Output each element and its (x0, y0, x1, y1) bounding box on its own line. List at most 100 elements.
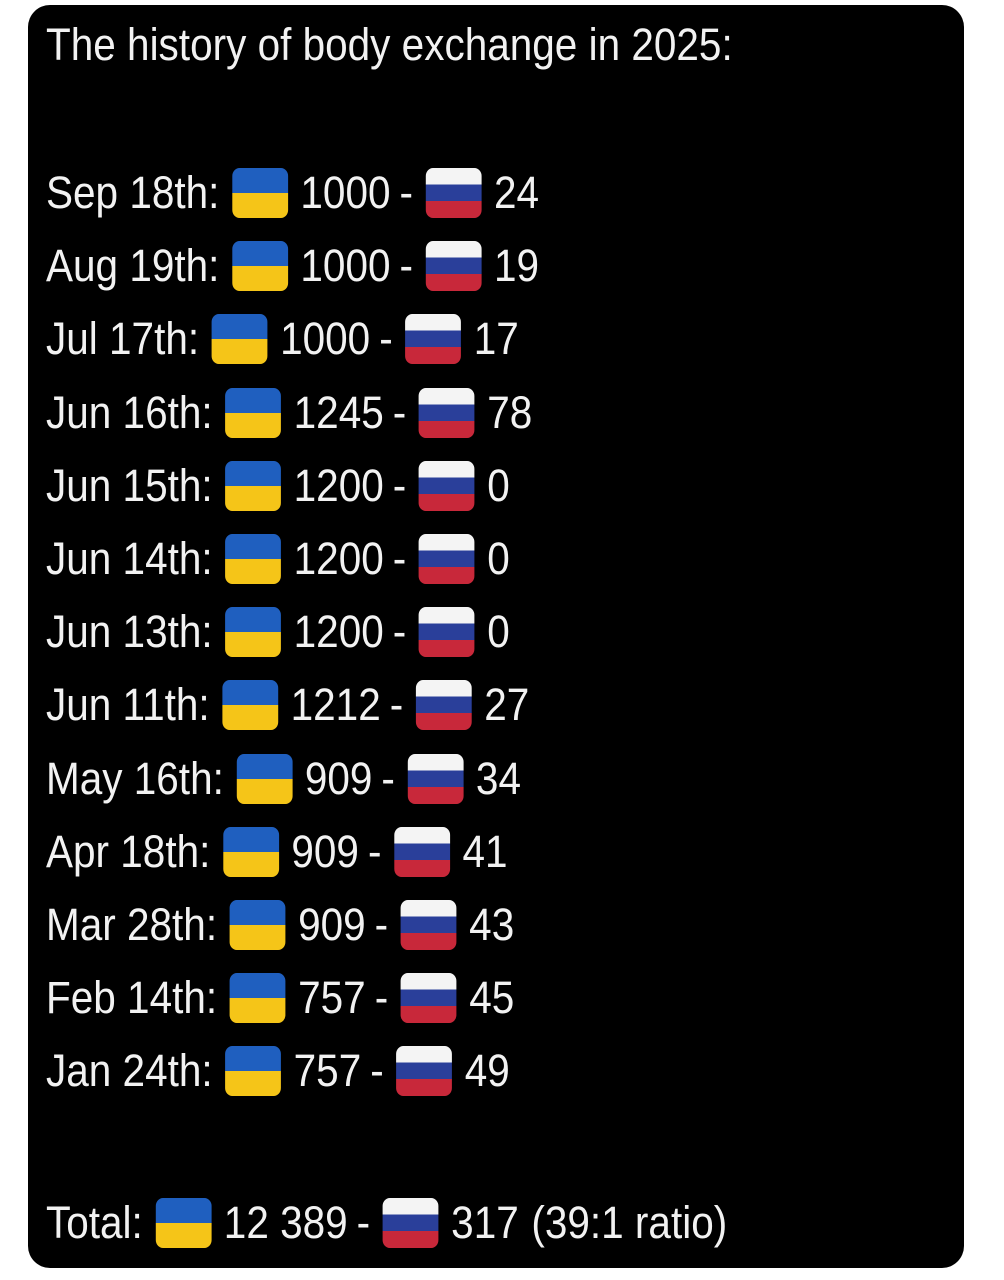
separator: - (392, 606, 407, 658)
ukraine-flag-icon (236, 753, 293, 804)
exchange-row: Mar 28th: 909 - 43 (46, 895, 514, 955)
total-ratio: (39:1 ratio) (531, 1197, 728, 1248)
exchange-row: Jun 13th: 1200 - 0 (46, 602, 510, 662)
row-ua-count: 1200 (293, 459, 384, 511)
row-date: Jun 13th: (46, 606, 213, 658)
exchange-row: Jun 16th: 1245 - 78 (46, 383, 532, 443)
russia-flag-icon (418, 607, 475, 658)
separator: - (389, 679, 404, 731)
row-ru-count: 0 (487, 533, 510, 584)
russia-flag-icon (415, 680, 472, 731)
russia-flag-icon (425, 168, 482, 218)
row-ua-count: 909 (304, 752, 373, 804)
ukraine-flag-icon (231, 168, 288, 218)
russia-flag-icon (394, 826, 450, 877)
russia-flag-icon (400, 900, 457, 950)
row-ua-count: 757 (298, 972, 366, 1024)
exchange-row: May 16th: 909 - 34 (46, 749, 521, 809)
separator: - (392, 386, 407, 438)
row-ua-count: 1000 (300, 240, 391, 292)
russia-flag-icon (407, 753, 464, 804)
exchange-row: Jan 24th: 757 - 49 (46, 1041, 510, 1101)
ukraine-flag-icon (225, 460, 282, 511)
ukraine-flag-icon (229, 900, 286, 950)
row-date: Jun 16th: (46, 386, 213, 438)
separator: - (356, 1197, 371, 1248)
row-ua-count: 1200 (293, 606, 384, 658)
row-ru-count: 45 (469, 972, 515, 1024)
exchange-row: Jun 11th: 1212 - 27 (46, 675, 529, 735)
separator: - (374, 899, 389, 950)
russia-flag-icon (418, 534, 475, 584)
row-ua-count: 1245 (293, 386, 384, 438)
row-ru-count: 0 (487, 606, 510, 658)
row-date: May 16th: (46, 752, 224, 804)
row-date: Jun 14th: (46, 533, 213, 584)
ukraine-flag-icon (225, 607, 282, 658)
russia-flag-icon (418, 460, 475, 511)
row-ru-count: 41 (462, 825, 508, 877)
separator: - (370, 1045, 384, 1097)
row-ru-count: 34 (475, 752, 521, 804)
exchange-row: Apr 18th: 909 - 41 (46, 822, 508, 882)
row-ru-count: 0 (487, 459, 510, 511)
separator: - (392, 459, 407, 511)
row-date: Feb 14th: (46, 972, 218, 1024)
row-date: Apr 18th: (46, 825, 211, 877)
russia-flag-icon (400, 973, 457, 1024)
russia-flag-icon (382, 1198, 439, 1248)
ukraine-flag-icon (155, 1198, 212, 1248)
separator: - (399, 167, 413, 218)
title: The history of body exchange in 2025: (46, 19, 733, 70)
row-date: Jun 15th: (46, 459, 213, 511)
row-ua-count: 1212 (290, 679, 381, 731)
row-date: Sep 18th: (46, 167, 220, 218)
ukraine-flag-icon (211, 314, 268, 365)
ukraine-flag-icon (231, 241, 288, 292)
separator: - (392, 533, 407, 584)
ukraine-flag-icon (225, 1046, 282, 1097)
total-row: Total: 12 389 - 317 (39:1 ratio) (46, 1193, 727, 1253)
row-date: Aug 19th: (46, 240, 220, 292)
separator: - (379, 313, 393, 365)
row-ua-count: 757 (293, 1045, 362, 1097)
row-ru-count: 19 (493, 240, 540, 292)
separator: - (367, 825, 382, 877)
russia-flag-icon (396, 1046, 453, 1097)
total-label: Total: (46, 1197, 143, 1248)
russia-flag-icon (425, 241, 482, 292)
row-ru-count: 24 (493, 167, 540, 218)
row-ua-count: 1200 (293, 533, 384, 584)
ukraine-flag-icon (229, 973, 286, 1024)
row-date: Jul 17th: (46, 313, 200, 365)
russia-flag-icon (405, 314, 462, 365)
ukraine-flag-icon (222, 826, 279, 877)
total-ua: 12 389 (223, 1197, 348, 1248)
separator: - (381, 752, 395, 804)
separator: - (399, 240, 413, 292)
ukraine-flag-icon (222, 680, 279, 731)
row-date: Mar 28th: (46, 899, 218, 950)
exchange-row: Jun 14th: 1200 - 0 (46, 529, 510, 589)
row-ua-count: 909 (298, 899, 366, 950)
row-ru-count: 49 (464, 1045, 510, 1097)
row-ru-count: 27 (484, 679, 530, 731)
exchange-card: The history of body exchange in 2025: Se… (28, 5, 964, 1268)
row-ru-count: 43 (469, 899, 515, 950)
row-date: Jun 11th: (46, 679, 210, 731)
row-ua-count: 909 (291, 825, 359, 877)
exchange-row: Aug 19th: 1000 - 19 (46, 236, 539, 296)
exchange-row: Jun 15th: 1200 - 0 (46, 456, 510, 516)
exchange-row: Feb 14th: 757 - 45 (46, 968, 514, 1028)
row-ru-count: 17 (473, 313, 519, 365)
russia-flag-icon (418, 387, 475, 438)
exchange-row: Jul 17th: 1000 - 17 (46, 309, 519, 369)
separator: - (374, 972, 389, 1024)
row-ua-count: 1000 (280, 313, 371, 365)
row-ua-count: 1000 (300, 167, 391, 218)
row-date: Jan 24th: (46, 1045, 213, 1097)
ukraine-flag-icon (225, 387, 282, 438)
row-ru-count: 78 (487, 386, 533, 438)
exchange-row: Sep 18th: 1000 - 24 (46, 163, 539, 223)
ukraine-flag-icon (225, 534, 282, 584)
